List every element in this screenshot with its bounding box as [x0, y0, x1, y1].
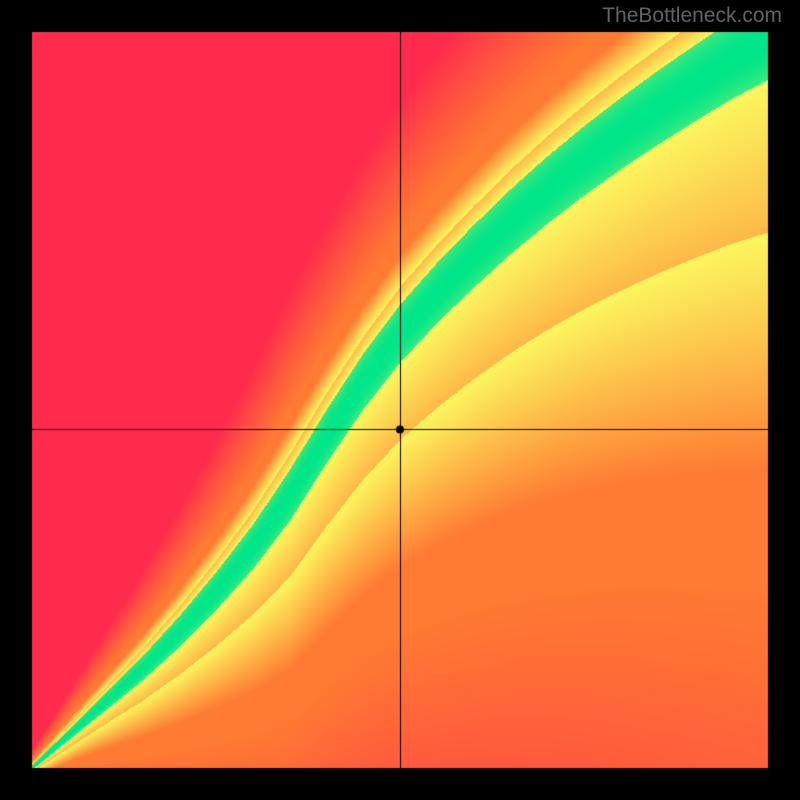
chart-container: TheBottleneck.com — [0, 0, 800, 800]
watermark-text: TheBottleneck.com — [602, 4, 782, 28]
bottleneck-heatmap — [0, 0, 800, 800]
